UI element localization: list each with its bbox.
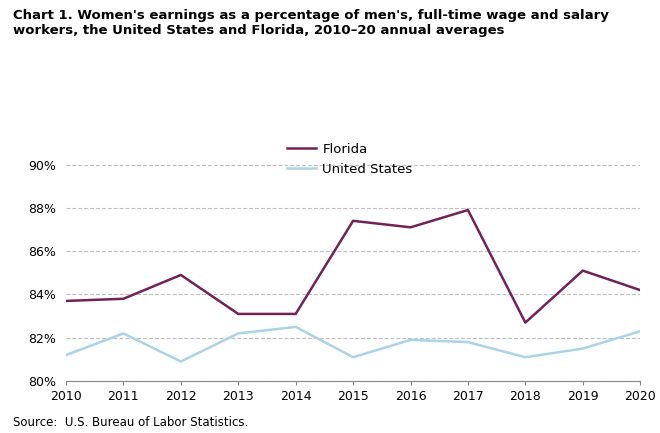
United States <box>407 337 414 343</box>
United States <box>177 359 185 364</box>
Florida <box>177 272 185 278</box>
United States <box>234 331 242 336</box>
United States <box>349 355 357 360</box>
Florida <box>234 311 242 317</box>
Florida <box>521 320 529 325</box>
Florida <box>349 218 357 223</box>
Florida <box>407 225 414 230</box>
United States <box>292 324 300 330</box>
United States <box>636 329 644 334</box>
Florida <box>579 268 587 273</box>
United States <box>579 346 587 351</box>
United States <box>464 339 472 345</box>
Florida <box>292 311 300 317</box>
Text: Chart 1. Women's earnings as a percentage of men's, full-time wage and salary
wo: Chart 1. Women's earnings as a percentag… <box>13 9 609 37</box>
United States <box>119 331 127 336</box>
Florida <box>636 288 644 293</box>
Line: United States: United States <box>66 327 640 362</box>
United States <box>521 355 529 360</box>
Florida <box>62 298 70 304</box>
Legend: Florida, United States: Florida, United States <box>287 143 412 176</box>
Florida <box>464 207 472 213</box>
Florida <box>119 296 127 301</box>
Text: Source:  U.S. Bureau of Labor Statistics.: Source: U.S. Bureau of Labor Statistics. <box>13 416 248 429</box>
Line: Florida: Florida <box>66 210 640 323</box>
United States <box>62 352 70 358</box>
